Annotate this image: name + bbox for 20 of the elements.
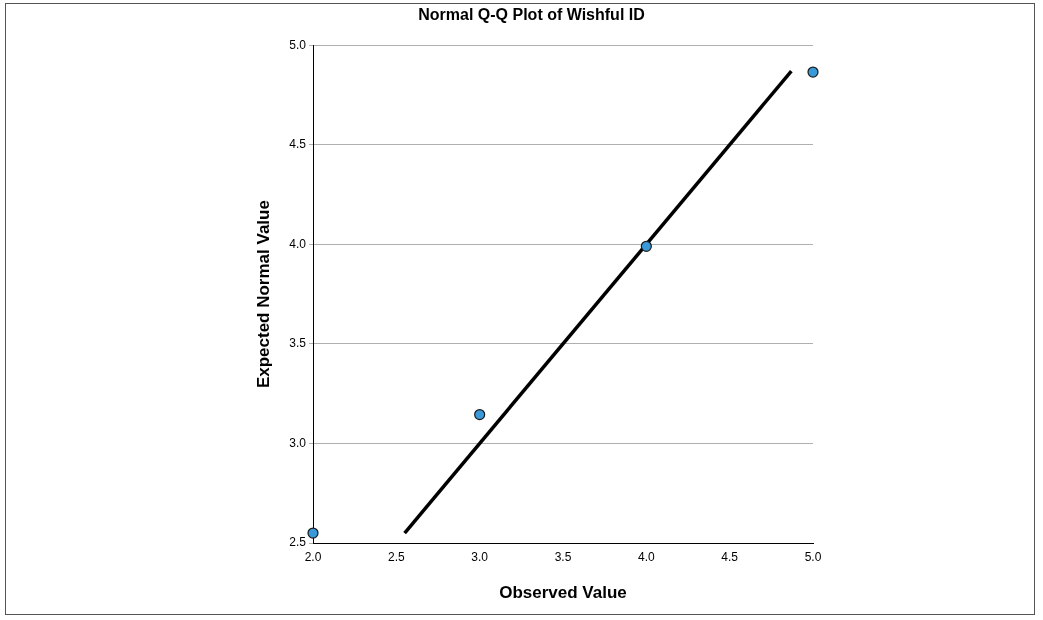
chart-title: Normal Q-Q Plot of Wishful ID [418,6,645,24]
point [807,66,819,78]
y-tick-label: 3.0 [289,435,307,450]
y-tick-label: 4.5 [289,137,307,152]
y-tick-label: 2.5 [289,535,307,550]
x-tick-label: 5.0 [804,549,822,564]
point [640,240,652,252]
x-tick-label: 4.5 [721,549,739,564]
x-tick-label: 3.5 [554,549,572,564]
x-axis-title: Observed Value [499,583,627,603]
y-tick-label: 4.0 [289,236,307,251]
x-tick-label: 3.0 [471,549,489,564]
point [307,527,319,539]
x-tick-label: 4.0 [637,549,655,564]
point [474,408,486,421]
x-tick-label: 2.5 [387,549,405,564]
y-tick-label: 3.5 [289,336,307,351]
y-axis-title: Expected Normal Value [253,200,273,389]
x-tick-label: 2.0 [304,549,322,564]
y-tick-label: 5.0 [289,37,307,52]
